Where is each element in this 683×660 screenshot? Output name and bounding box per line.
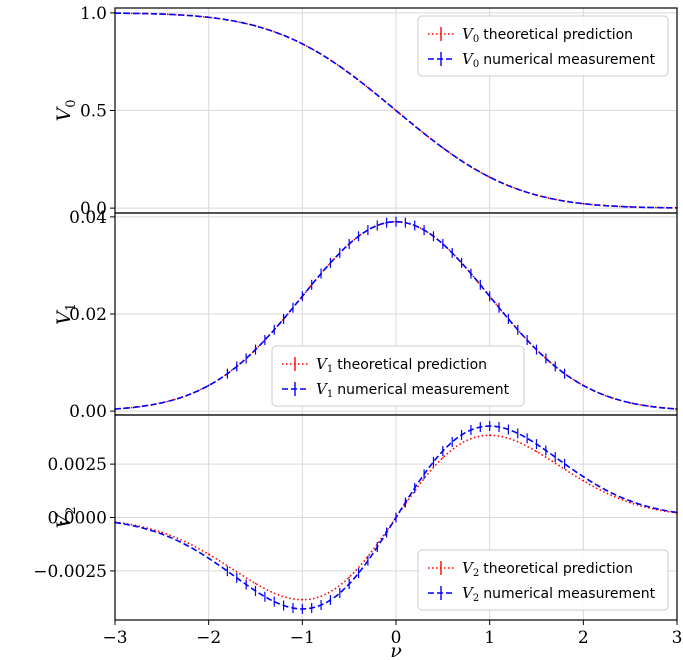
data-point	[582, 384, 585, 387]
data-point	[488, 176, 491, 178]
data-point	[488, 295, 491, 298]
data-point	[207, 553, 210, 555]
data-point	[301, 598, 304, 601]
data-point	[629, 401, 631, 404]
y-tick-label: 0.04	[69, 208, 107, 228]
x-axis-label: ν	[390, 640, 402, 660]
data-point	[254, 348, 257, 351]
data-point	[442, 147, 444, 149]
legend-label: V0 numerical measurement	[462, 50, 656, 70]
legend-label: V1 theoretical prediction	[316, 355, 487, 375]
data-point	[348, 72, 350, 74]
y-axis-label: V0	[53, 99, 79, 121]
y-tick-label: 0.0000	[48, 509, 107, 529]
x-tick-label: −2	[196, 628, 221, 648]
data-point	[582, 202, 585, 205]
data-point	[301, 43, 304, 45]
legend-label: V1 numerical measurement	[316, 380, 510, 400]
panel-2: −0.0025 0.0000 0.0025 V2 V2 theoretical predi…	[33, 414, 678, 621]
data-point	[629, 206, 631, 208]
data-point	[207, 16, 210, 19]
data-point	[348, 243, 350, 245]
y-tick-label: 1.0	[80, 4, 107, 24]
data-point	[161, 13, 163, 15]
y-tick-label: 0.0	[80, 199, 107, 219]
data-point	[254, 25, 257, 27]
panels: 0.0 0.5 1.0 V0 V0 theoretical prediction V0 num…	[33, 4, 682, 648]
data-point	[582, 475, 585, 478]
data-point	[488, 425, 491, 427]
y-axis-label: V1	[53, 303, 79, 325]
data-point	[629, 501, 631, 504]
data-point	[442, 456, 444, 459]
x-tick-label: 1	[484, 628, 495, 648]
data-point	[161, 531, 163, 534]
y-tick-label: 0.02	[69, 305, 107, 325]
y-tick-label: 0.5	[80, 102, 107, 122]
data-point	[488, 434, 491, 437]
data-point	[207, 384, 210, 387]
x-tick-label: −1	[290, 628, 315, 648]
data-point	[254, 582, 257, 585]
data-point	[582, 480, 585, 482]
data-point	[207, 557, 210, 560]
x-tick-label: 2	[578, 628, 589, 648]
legend-box	[417, 15, 669, 77]
y-axis-label: V2	[53, 506, 79, 528]
data-point	[535, 348, 538, 351]
data-point	[348, 576, 350, 579]
x-tick-label: 0	[391, 628, 402, 648]
data-point	[442, 450, 444, 452]
data-point	[535, 443, 538, 445]
data-point	[348, 583, 350, 585]
x-tick-label: −3	[102, 628, 127, 648]
data-point	[254, 590, 257, 592]
data-point	[301, 295, 304, 298]
legend-label: V2 numerical measurement	[462, 584, 656, 604]
data-point	[442, 243, 444, 245]
legend-label: V2 theoretical prediction	[462, 559, 633, 579]
legend: V0 theoretical prediction V0 numerical meas…	[417, 15, 669, 77]
legend-box	[417, 549, 669, 611]
data-point	[395, 220, 397, 223]
legend: V2 theoretical prediction V2 numerical meas…	[417, 549, 669, 611]
y-tick-label: 0.0025	[48, 455, 107, 475]
data-point	[629, 500, 631, 502]
data-point	[395, 109, 397, 112]
y-tick-label: −0.0025	[33, 562, 107, 582]
y-tick-label: 0.00	[69, 402, 107, 422]
panel-0: 0.0 0.5 1.0 V0 V0 theoretical prediction V0 num…	[53, 4, 678, 219]
data-point	[535, 450, 538, 453]
x-tick-label: 3	[672, 628, 683, 648]
data-point	[301, 608, 304, 610]
data-point	[161, 533, 163, 535]
legend-label: V0 theoretical prediction	[462, 25, 633, 45]
data-point	[395, 516, 397, 519]
data-point	[161, 401, 163, 404]
data-point	[535, 194, 538, 196]
legend-box	[271, 345, 525, 407]
legend: V1 theoretical prediction V1 numerical meas…	[271, 345, 525, 407]
